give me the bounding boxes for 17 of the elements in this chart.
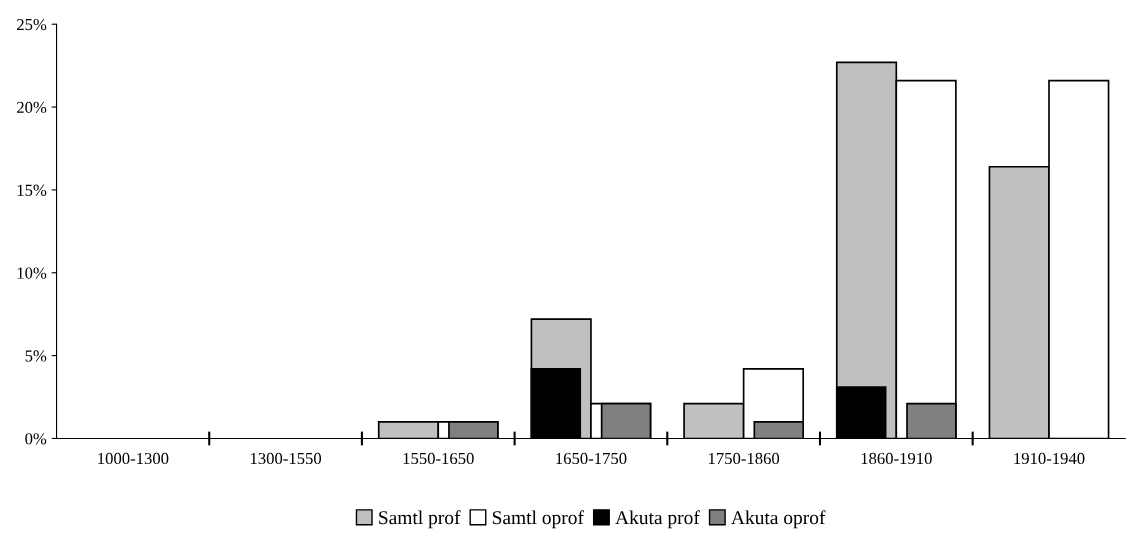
y-tick-label: 15% (17, 184, 47, 196)
x-tick-label: 1650-1750 (556, 452, 627, 465)
y-tick-label: 10% (17, 267, 47, 279)
x-tick-label: 1300-1550 (250, 452, 322, 465)
y-tick-label: 0% (25, 433, 47, 445)
x-tick-label: 1550-1650 (403, 452, 474, 465)
x-tick-label: 1860-1910 (861, 452, 932, 465)
legend-label: Akuta oprof (731, 510, 826, 529)
x-tick-label: 1000-1300 (98, 452, 169, 465)
legend-label: Akuta prof (615, 510, 700, 529)
legend-label: Samtl prof (379, 510, 461, 529)
y-tick-label: 5% (25, 350, 47, 362)
y-tick-label: 25% (17, 18, 47, 31)
y-tick-label: 20% (17, 101, 47, 114)
x-tick-label: 1910-1940 (1014, 452, 1085, 465)
x-tick-label: 1750-1860 (708, 452, 780, 465)
legend-label: Samtl oprof (492, 510, 584, 529)
